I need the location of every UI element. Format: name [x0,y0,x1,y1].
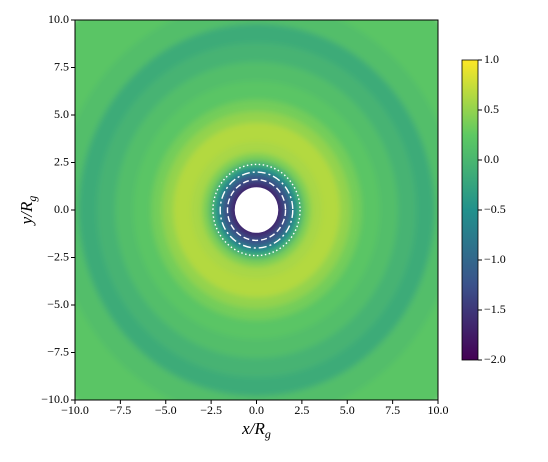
contour [226,178,287,242]
mask [234,187,279,233]
contour [219,171,294,249]
colorbar-tick-label: −1.5 [484,302,506,316]
xlabel-label: x/Rg [241,419,271,441]
x-tick-label: 7.5 [385,403,400,417]
x-tick-label: −10.0 [61,403,89,417]
ylabel-text: y/R [17,201,36,226]
colorbar-tick-label: −2.0 [484,352,506,366]
y-tick-label: −10.0 [41,392,69,406]
y-tick-label: 7.5 [54,59,69,73]
x-tick-label: 5.0 [340,403,355,417]
x-tick-label: 2.5 [294,403,309,417]
y-tick-label: −5.0 [47,297,69,311]
ylabel-label: y/Rg [17,196,39,227]
colorbar-tick-label: −1.0 [484,252,506,266]
y-tick-label: −7.5 [47,344,69,358]
y-tick-label: 5.0 [54,107,69,121]
colorbar-tick-label: 0.0 [484,152,499,166]
x-tick-label: 0.0 [249,403,264,417]
colorbar-tick-label: 0.5 [484,102,499,116]
x-tick-label: −5.0 [155,403,177,417]
colorbar-tick-label: −0.5 [484,202,506,216]
x-tick-label: 10.0 [428,403,449,417]
colorbar-tick-label: 1.0 [484,52,499,66]
contour [212,163,301,257]
x-tick-label: −2.5 [200,403,222,417]
y-tick-label: 0.0 [54,202,69,216]
colorbar [461,59,479,361]
y-tick-label: 2.5 [54,154,69,168]
y-tick-label: 10.0 [48,12,69,26]
ylabel-sub: g [25,196,39,202]
xlabel-sub: g [265,427,271,441]
overlay [212,163,301,257]
xlabel-text: x/R [241,419,265,438]
y-tick-label: −2.5 [47,249,69,263]
x-tick-label: −7.5 [109,403,131,417]
